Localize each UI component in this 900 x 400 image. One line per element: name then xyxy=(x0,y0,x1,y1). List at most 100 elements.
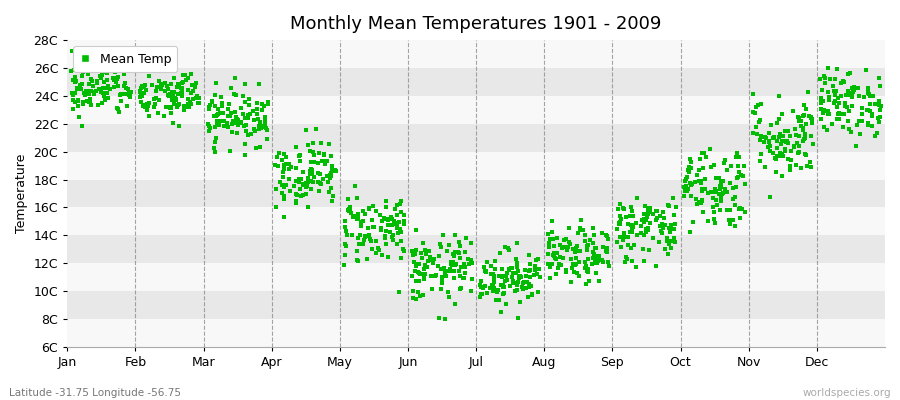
Point xyxy=(292,152,307,158)
Point xyxy=(443,268,457,274)
Point xyxy=(317,151,331,158)
Point xyxy=(376,215,391,221)
Point xyxy=(646,235,661,241)
Point xyxy=(208,138,222,145)
Point xyxy=(828,76,842,83)
Point xyxy=(425,286,439,292)
Point xyxy=(529,257,544,263)
Point xyxy=(162,104,176,111)
Point xyxy=(66,105,80,112)
Point xyxy=(582,278,597,284)
Point xyxy=(108,79,122,85)
Point xyxy=(578,232,592,238)
Y-axis label: Temperature: Temperature xyxy=(15,154,28,233)
Point xyxy=(171,102,185,108)
Point xyxy=(688,196,703,202)
Point xyxy=(698,150,712,156)
Point xyxy=(175,92,189,99)
Point xyxy=(751,102,765,108)
Point xyxy=(845,88,859,95)
Point xyxy=(498,278,512,285)
Point xyxy=(215,100,230,106)
Point xyxy=(716,190,730,196)
Point xyxy=(158,104,173,110)
Point xyxy=(277,151,292,157)
Point xyxy=(208,124,222,130)
Point xyxy=(797,136,812,142)
Point xyxy=(546,243,561,249)
Point xyxy=(830,66,844,72)
Point xyxy=(229,92,243,98)
Point xyxy=(408,268,422,274)
Point xyxy=(505,274,519,280)
Point xyxy=(83,98,97,104)
Point xyxy=(397,212,411,218)
Point xyxy=(592,278,607,284)
Point xyxy=(694,178,708,184)
Point xyxy=(390,202,404,208)
Point xyxy=(613,219,627,225)
Point xyxy=(328,166,343,173)
Point xyxy=(696,165,710,171)
Point xyxy=(437,316,452,322)
Point xyxy=(282,161,296,167)
Point xyxy=(418,262,433,268)
Point xyxy=(714,192,728,198)
Point xyxy=(446,275,461,281)
Point xyxy=(327,166,341,173)
Point xyxy=(683,192,698,199)
Point xyxy=(552,261,566,267)
Point xyxy=(578,258,592,265)
Point xyxy=(302,178,316,185)
Point xyxy=(347,213,362,219)
Point xyxy=(619,234,634,240)
Point xyxy=(140,107,154,113)
Point xyxy=(796,113,810,120)
Point xyxy=(727,202,742,208)
Point xyxy=(649,208,663,214)
Point xyxy=(616,205,631,212)
Point xyxy=(256,102,271,109)
Point xyxy=(382,222,396,228)
Point xyxy=(502,266,517,272)
Point xyxy=(844,128,859,135)
Point xyxy=(310,160,325,166)
Point xyxy=(526,291,540,298)
Point xyxy=(338,262,352,268)
Point xyxy=(635,246,650,252)
Point xyxy=(763,194,778,200)
Point xyxy=(238,115,252,121)
Point xyxy=(158,79,173,86)
Point xyxy=(67,92,81,98)
Point xyxy=(704,164,718,170)
Point xyxy=(690,172,705,178)
Point xyxy=(415,240,429,246)
Point xyxy=(860,121,875,127)
Point xyxy=(613,234,627,240)
Point xyxy=(610,226,625,232)
Point xyxy=(616,232,631,239)
Point xyxy=(409,296,423,302)
Point xyxy=(704,188,718,195)
Point xyxy=(446,259,461,265)
Point xyxy=(664,222,679,228)
Point xyxy=(464,275,479,282)
Point xyxy=(816,73,831,79)
Point xyxy=(726,185,741,192)
Point xyxy=(213,94,228,100)
Point xyxy=(514,274,528,280)
Point xyxy=(662,224,676,231)
Point xyxy=(653,223,668,230)
Point xyxy=(385,232,400,238)
Point xyxy=(338,252,352,259)
Point xyxy=(708,189,723,195)
Point xyxy=(872,75,886,81)
Point xyxy=(654,230,669,236)
Point xyxy=(564,265,579,271)
Point xyxy=(110,76,124,82)
Point xyxy=(701,190,716,196)
Point xyxy=(549,271,563,278)
Point xyxy=(872,102,886,108)
Point xyxy=(177,102,192,109)
Point xyxy=(83,96,97,103)
